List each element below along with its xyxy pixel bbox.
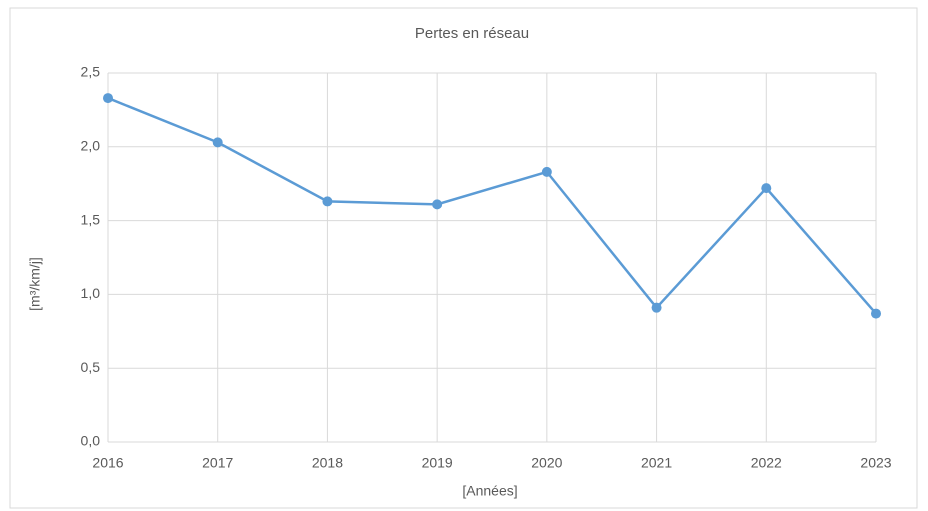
y-tick-label: 0,0 [81,433,101,449]
y-tick-label: 0,5 [81,359,101,375]
data-point [322,196,333,207]
data-line [107,96,877,315]
x-tick-label: 2021 [641,455,672,471]
y-tick-label: 2,0 [81,138,101,154]
x-tick-label: 2023 [860,455,891,471]
data-point [651,302,662,313]
data-point [761,183,772,194]
chart-title: Pertes en réseau [415,25,529,42]
y-tick-label: 1,5 [81,211,101,227]
data-point [432,199,443,210]
x-axis-label: [Années] [462,483,517,499]
x-tick-label: 2018 [312,455,343,471]
data-point [541,166,552,177]
x-tick-label: 2017 [202,455,233,471]
x-tick-label: 2020 [531,455,562,471]
data-point [212,137,223,148]
y-axis-label: [m³/km/j] [27,257,43,311]
y-tick-label: 2,5 [81,64,101,80]
chart-frame [9,7,918,509]
x-tick-label: 2019 [422,455,453,471]
data-point [103,93,113,104]
y-tick-label: 1,0 [81,285,101,301]
x-tick-label: 2022 [751,455,782,471]
x-tick-label: 2016 [92,455,123,471]
data-point [871,308,881,319]
